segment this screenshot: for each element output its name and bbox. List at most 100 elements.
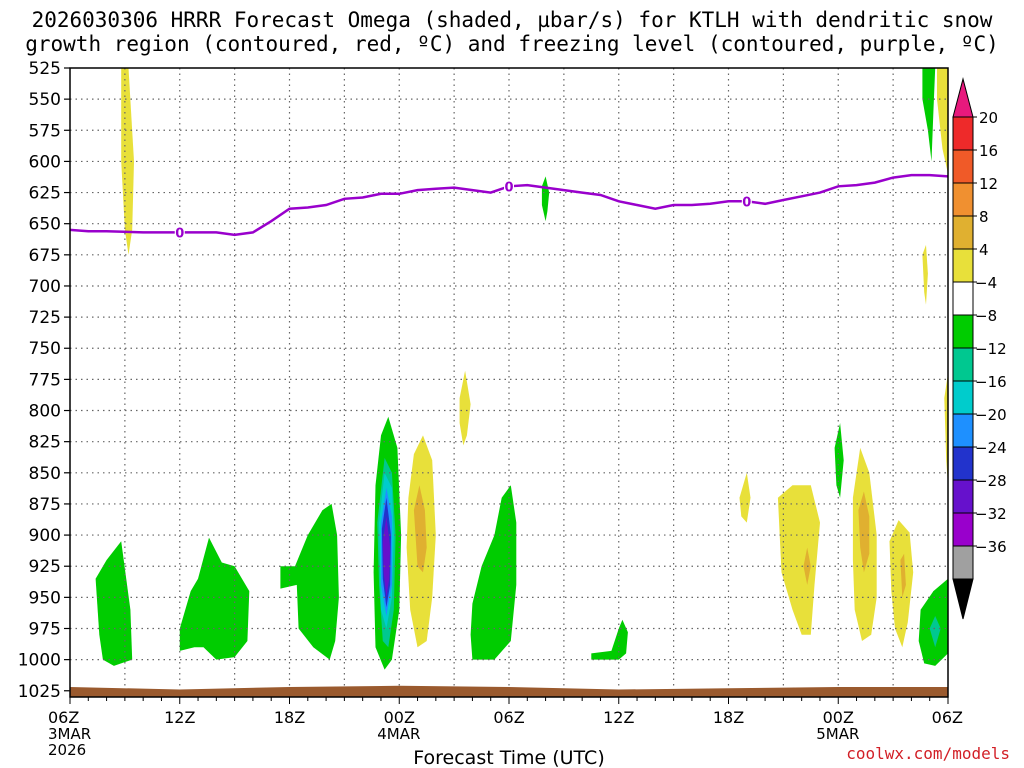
y-tick-label-825: 825 (29, 433, 61, 453)
colorbar-label-12: −32 (975, 505, 1007, 523)
y-tick-label-675: 675 (29, 246, 61, 266)
colorbar-label-2: 12 (979, 175, 998, 193)
colorbar-segment-5 (952, 248, 974, 283)
omega-area-19 (834, 423, 844, 498)
omega-area-9 (382, 516, 391, 598)
colorbar-label-1: 16 (979, 142, 998, 160)
plot-area: 0 0 0 (70, 68, 948, 697)
omega-area-12 (459, 370, 471, 446)
omega-area-11 (413, 485, 427, 573)
colorbar-label-4: 4 (979, 241, 989, 259)
colorbar-bottom-triangle (952, 578, 974, 620)
omega-area-2 (179, 537, 250, 660)
colorbar-segment-8 (952, 347, 974, 382)
x-tick-label-2: 18Z (274, 708, 305, 727)
y-tick-label-750: 750 (29, 339, 61, 359)
omega-area-13 (470, 485, 517, 660)
ground-surface (70, 685, 948, 697)
chart-title-line-2: growth region (contoured, red, ºC) and f… (25, 32, 999, 56)
freezing-level-line (70, 173, 948, 237)
omega-area-15 (591, 619, 628, 660)
colorbar-segment-4 (952, 215, 974, 250)
colorbar-segment-6 (952, 281, 974, 316)
colorbar-segment-10 (952, 413, 974, 448)
colorbar-label-6: −8 (975, 307, 997, 325)
x-tick-sublabel-3: 4MAR (377, 725, 420, 743)
colorbar-segment-7 (952, 314, 974, 349)
credit-label: coolwx.com/models (846, 744, 1010, 763)
y-tick-label-650: 650 (29, 215, 61, 235)
colorbar-label-8: −16 (975, 373, 1007, 391)
y-tick-label-725: 725 (29, 308, 61, 328)
y-tick-label-875: 875 (29, 495, 61, 515)
x-tick-label-4: 06Z (493, 708, 524, 727)
omega-area-21 (858, 491, 870, 573)
chart-title: 2026030306 HRRR Forecast Omega (shaded, … (0, 8, 1024, 56)
omega-area-14 (541, 176, 550, 222)
colorbar-segment-12 (952, 479, 974, 514)
colorbar-label-0: 20 (979, 109, 998, 127)
y-tick-label-525: 525 (29, 59, 61, 79)
colorbar-label-9: −20 (975, 406, 1007, 424)
colorbar-segment-3 (952, 182, 974, 217)
x-tick-year-label-0: 2026 (48, 741, 86, 759)
x-tick-label-0: 06Z (48, 708, 79, 727)
omega-area-23 (900, 553, 906, 598)
omega-area-1 (95, 541, 133, 666)
y-tick-label-800: 800 (29, 402, 61, 422)
colorbar-segment-1 (952, 116, 974, 151)
colorbar-label-7: −12 (975, 340, 1007, 358)
omega-area-27 (937, 68, 948, 174)
y-tick-label-1000: 1000 (18, 651, 61, 671)
chart-title-line-1: 2026030306 HRRR Forecast Omega (shaded, … (31, 8, 993, 32)
y-tick-label-900: 900 (29, 526, 61, 546)
y-tick-label-600: 600 (29, 152, 61, 172)
y-tick-label-1025: 1025 (18, 682, 61, 702)
freezing-level-label-bg-1 (504, 179, 514, 194)
colorbar-label-3: 8 (979, 208, 989, 226)
y-tick-label-925: 925 (29, 557, 61, 577)
freezing-level-label-1: 0 (504, 180, 513, 195)
x-tick-sublabel-0: 3MAR (48, 725, 91, 743)
omega-area-26 (922, 68, 936, 162)
y-tick-label-550: 550 (29, 90, 61, 110)
colorbar-segment-11 (952, 446, 974, 481)
x-tick-label-1: 12Z (164, 708, 195, 727)
x-axis-label: Forecast Time (UTC) (413, 747, 604, 768)
omega-area-3 (280, 503, 339, 660)
colorbar-segment-14 (952, 545, 974, 580)
omega-area-17 (777, 485, 820, 635)
omega-area-25 (929, 616, 941, 648)
colorbar-label-10: −24 (975, 439, 1007, 457)
x-tick-label-7: 00Z (823, 708, 854, 727)
omega-area-22 (889, 520, 914, 648)
freezing-level-label-2: 0 (742, 195, 751, 210)
y-tick-label-575: 575 (29, 121, 61, 141)
colorbar-label-11: −28 (975, 472, 1007, 490)
x-tick-label-6: 18Z (713, 708, 744, 727)
colorbar-top-triangle (952, 77, 974, 118)
colorbar-segment-13 (952, 512, 974, 547)
y-tick-label-700: 700 (29, 277, 61, 297)
omega-area-16 (739, 472, 751, 523)
x-tick-sublabel-7: 5MAR (816, 725, 859, 743)
freezing-level-label-bg-2 (741, 194, 752, 209)
freezing-level-label-bg-0 (174, 225, 185, 240)
y-tick-label-975: 975 (29, 619, 61, 639)
colorbar-segment-9 (952, 380, 974, 415)
x-tick-label-5: 12Z (603, 708, 634, 727)
colorbar-segment-2 (952, 149, 974, 184)
y-tick-label-775: 775 (29, 370, 61, 390)
colorbar-label-5: −4 (975, 274, 997, 292)
omega-area-28 (922, 244, 928, 305)
y-tick-label-625: 625 (29, 184, 61, 204)
omega-area-0 (121, 68, 134, 255)
freezing-level-label-0: 0 (175, 226, 184, 241)
y-tick-label-850: 850 (29, 464, 61, 484)
y-tick-label-950: 950 (29, 588, 61, 608)
x-tick-label-8: 06Z (932, 708, 963, 727)
x-tick-label-3: 00Z (384, 708, 415, 727)
omega-area-29 (944, 373, 948, 486)
colorbar-label-13: −36 (975, 538, 1007, 556)
